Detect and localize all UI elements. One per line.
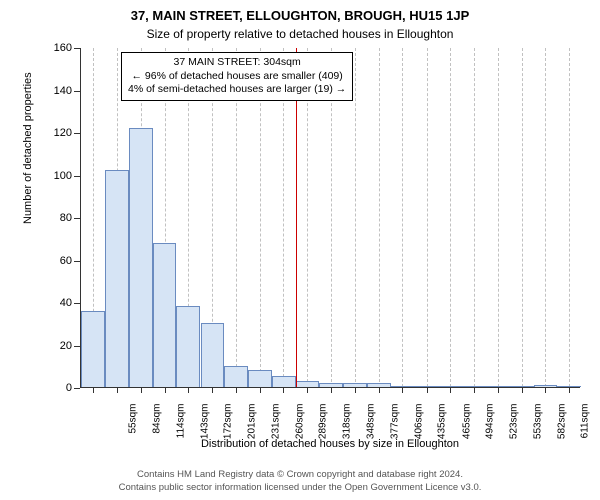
y-tick — [74, 303, 80, 304]
histogram-bar — [248, 370, 272, 387]
x-tick — [379, 387, 380, 393]
y-tick-label: 0 — [66, 382, 72, 394]
x-tick-label: 318sqm — [342, 404, 353, 448]
x-tick-label: 553sqm — [533, 404, 544, 448]
y-tick — [74, 388, 80, 389]
histogram-bar — [129, 128, 153, 387]
x-tick — [427, 387, 428, 393]
x-tick — [283, 387, 284, 393]
histogram-bar — [81, 311, 105, 388]
x-tick-label: 494sqm — [485, 404, 496, 448]
footer-line-1: Contains HM Land Registry data © Crown c… — [0, 469, 600, 481]
grid-line — [498, 48, 499, 387]
info-line-2: ← 96% of detached houses are smaller (40… — [128, 70, 346, 84]
grid-line — [545, 48, 546, 387]
x-tick — [331, 387, 332, 393]
x-tick-label: 465sqm — [461, 404, 472, 448]
x-tick — [402, 387, 403, 393]
x-tick — [307, 387, 308, 393]
y-tick-label: 60 — [60, 255, 72, 267]
y-tick-label: 120 — [54, 127, 72, 139]
x-tick-label: 435sqm — [437, 404, 448, 448]
histogram-bar — [153, 243, 177, 388]
x-tick-label: 348sqm — [366, 404, 377, 448]
x-tick-label: 84sqm — [151, 404, 162, 448]
grid-line — [474, 48, 475, 387]
x-tick-label: 289sqm — [318, 404, 329, 448]
x-tick — [498, 387, 499, 393]
x-tick-label: 231sqm — [271, 404, 282, 448]
x-tick — [165, 387, 166, 393]
x-tick — [117, 387, 118, 393]
y-tick-label: 140 — [54, 85, 72, 97]
y-tick — [74, 133, 80, 134]
histogram-bar — [176, 306, 200, 387]
y-tick — [74, 48, 80, 49]
x-tick-label: 582sqm — [556, 404, 567, 448]
x-tick-label: 172sqm — [223, 404, 234, 448]
x-tick — [355, 387, 356, 393]
x-tick — [260, 387, 261, 393]
y-tick-label: 20 — [60, 340, 72, 352]
x-tick — [450, 387, 451, 393]
info-line-1: 37 MAIN STREET: 304sqm — [128, 56, 346, 70]
y-tick — [74, 218, 80, 219]
histogram-bar — [201, 323, 225, 387]
y-tick-label: 160 — [54, 42, 72, 54]
footer: Contains HM Land Registry data © Crown c… — [0, 469, 600, 494]
y-tick-label: 80 — [60, 212, 72, 224]
grid-line — [450, 48, 451, 387]
x-tick — [474, 387, 475, 393]
y-tick — [74, 176, 80, 177]
histogram-bar — [224, 366, 248, 387]
x-tick-label: 523sqm — [508, 404, 519, 448]
x-tick-label: 55sqm — [128, 404, 139, 448]
x-tick — [236, 387, 237, 393]
info-box: 37 MAIN STREET: 304sqm← 96% of detached … — [121, 52, 353, 101]
info-line-3: 4% of semi-detached houses are larger (1… — [128, 83, 346, 97]
y-tick — [74, 91, 80, 92]
plot-area: 37 MAIN STREET: 304sqm← 96% of detached … — [80, 48, 580, 388]
histogram-bar — [272, 376, 296, 387]
grid-line — [427, 48, 428, 387]
x-tick-label: 377sqm — [389, 404, 400, 448]
x-tick-label: 114sqm — [176, 404, 187, 448]
x-tick-label: 143sqm — [199, 404, 210, 448]
x-tick — [212, 387, 213, 393]
grid-line — [569, 48, 570, 387]
grid-line — [355, 48, 356, 387]
y-axis-title: Number of detached properties — [22, 72, 34, 224]
x-tick-label: 201sqm — [246, 404, 257, 448]
y-tick-label: 100 — [54, 170, 72, 182]
footer-line-2: Contains public sector information licen… — [0, 482, 600, 494]
x-tick-label: 260sqm — [294, 404, 305, 448]
x-tick-label: 611sqm — [580, 404, 591, 448]
y-tick — [74, 346, 80, 347]
x-tick — [141, 387, 142, 393]
page-subtitle: Size of property relative to detached ho… — [0, 23, 600, 41]
x-tick — [569, 387, 570, 393]
y-tick — [74, 261, 80, 262]
grid-line — [379, 48, 380, 387]
histogram-bar — [105, 170, 129, 387]
grid-line — [522, 48, 523, 387]
x-tick — [93, 387, 94, 393]
page-title: 37, MAIN STREET, ELLOUGHTON, BROUGH, HU1… — [0, 0, 600, 23]
x-tick-label: 406sqm — [413, 404, 424, 448]
histogram-chart: Number of detached properties 37 MAIN ST… — [50, 48, 580, 418]
grid-line — [402, 48, 403, 387]
x-tick — [522, 387, 523, 393]
y-tick-label: 40 — [60, 297, 72, 309]
x-tick — [545, 387, 546, 393]
x-tick — [188, 387, 189, 393]
